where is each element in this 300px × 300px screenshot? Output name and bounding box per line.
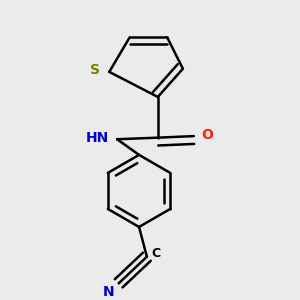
Text: C: C: [151, 247, 160, 260]
Text: N: N: [103, 285, 115, 299]
Text: HN: HN: [86, 131, 109, 145]
Text: S: S: [90, 63, 100, 77]
Text: O: O: [202, 128, 214, 142]
